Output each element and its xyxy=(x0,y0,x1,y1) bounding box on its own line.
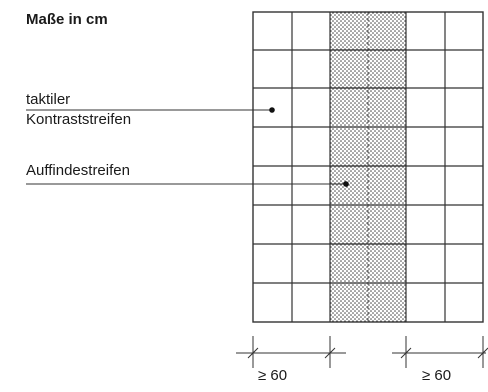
diagram-title: Maße in cm xyxy=(26,11,108,28)
dimension-lines xyxy=(236,336,488,368)
dimension-right-label: ≥ 60 xyxy=(422,367,452,384)
grid-vertical-lines xyxy=(291,12,446,322)
tactile-contrast-strip-label: taktiler Kontraststreifen xyxy=(26,90,131,130)
dimension-left-label: ≥ 60 xyxy=(258,367,288,384)
tactile-label-line2: Kontraststreifen xyxy=(26,111,132,128)
finder-leader-dot xyxy=(343,181,349,187)
tactile-label-line1: taktiler xyxy=(26,91,71,108)
finder-strip-label: Auffindestreifen xyxy=(26,162,130,179)
finder-strip-fill xyxy=(330,12,406,322)
grid-horizontal-lines xyxy=(253,49,483,284)
tactile-leader-dot xyxy=(269,107,275,113)
